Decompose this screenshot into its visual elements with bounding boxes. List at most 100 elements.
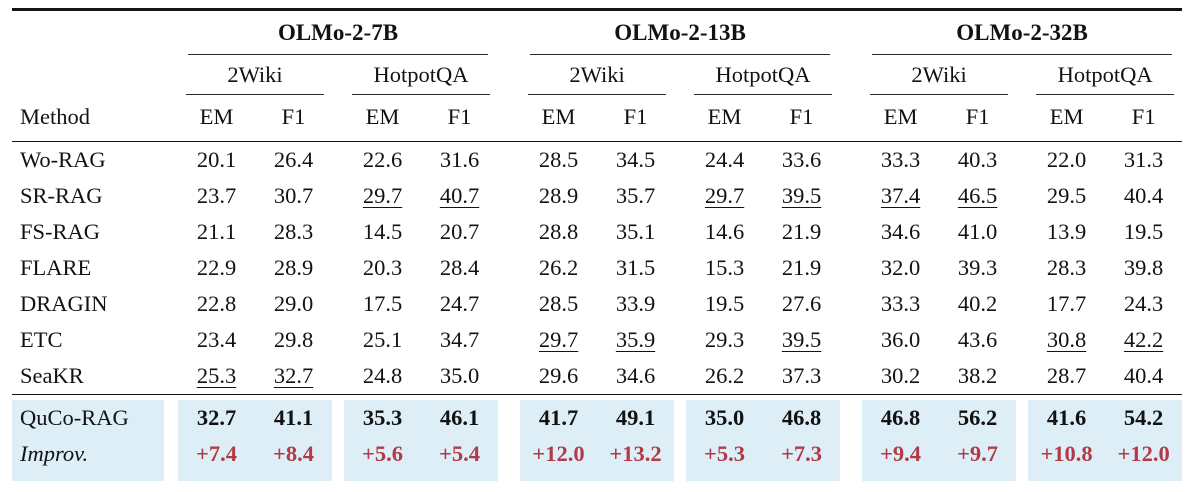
cell-value: 56.2 <box>939 400 1017 436</box>
improvement-row: Improv. +7.4 +8.4 +5.6 +5.4 +12.0 +13.2 +5.3 +7.… <box>12 436 1183 481</box>
cell-value: 36.0 <box>880 327 921 352</box>
spacer <box>674 286 686 322</box>
spacer <box>674 358 687 395</box>
cell-value: +13.2 <box>597 436 675 481</box>
model-header-olmo-2-13b: OLMo-2-13B <box>520 10 840 55</box>
cell-value: 29.3 <box>704 327 745 352</box>
spacer <box>1016 400 1029 436</box>
underlined-value: 30.8 <box>1046 327 1087 352</box>
spacer <box>164 10 178 56</box>
spacer <box>164 55 178 95</box>
cell-value: 28.8 <box>538 219 579 244</box>
cell-value: 14.5 <box>362 219 403 244</box>
metric-header-em: EM <box>862 95 940 142</box>
metric-header-em: EM <box>1028 95 1106 142</box>
dataset-header-hotpotqa: HotpotQA <box>344 55 498 95</box>
cell-value: 20.7 <box>439 219 480 244</box>
spacer <box>1016 358 1029 395</box>
cell-value: 14.6 <box>704 219 745 244</box>
underlined-value: 35.9 <box>615 327 656 352</box>
cell-value: 30.7 <box>273 183 314 208</box>
cell-value: 35.9 <box>597 322 674 358</box>
spacer <box>674 400 687 436</box>
cell-value: 29.7 <box>686 178 763 214</box>
cell-value: 20.1 <box>196 147 237 172</box>
cell-value: 39.3 <box>957 255 998 280</box>
spacer <box>164 250 178 286</box>
metric-header-f1: F1 <box>597 95 675 142</box>
cell-value: 24.3 <box>1123 291 1164 316</box>
cell-value: 34.6 <box>880 219 921 244</box>
spacer <box>164 436 178 481</box>
table-body: Wo-RAG 20.1 26.4 22.6 31.6 28.5 34.5 24.4 33.6 33… <box>12 142 1183 481</box>
cell-value: 38.2 <box>939 358 1017 395</box>
dataset-label: 2Wiki <box>186 62 324 95</box>
cell-value: 13.9 <box>1046 219 1087 244</box>
table-row: FLARE 22.9 28.9 20.3 28.4 26.2 31.5 15.3 21.9 32.… <box>12 250 1182 286</box>
spacer <box>840 95 863 142</box>
spacer <box>164 95 178 142</box>
cell-value: 21.1 <box>196 219 237 244</box>
cell-value: 24.7 <box>439 291 480 316</box>
cell-value: 33.6 <box>781 147 822 172</box>
cell-value: 39.8 <box>1123 255 1164 280</box>
cell-value: 33.3 <box>880 147 921 172</box>
dataset-label: HotpotQA <box>694 62 833 95</box>
cell-value: 22.0 <box>1046 147 1087 172</box>
cell-value: 39.5 <box>763 178 840 214</box>
cell-value: 43.6 <box>957 327 998 352</box>
cell-value: 15.3 <box>704 255 745 280</box>
cell-value: 40.4 <box>1105 358 1183 395</box>
spacer <box>498 10 520 56</box>
dataset-header-2wiki: 2Wiki <box>520 55 674 95</box>
spacer <box>674 322 686 358</box>
spacer <box>840 178 862 214</box>
metric-header-f1: F1 <box>255 95 332 142</box>
cell-value: 26.4 <box>273 147 314 172</box>
table-row: DRAGIN 22.8 29.0 17.5 24.7 28.5 33.9 19.5 27.6 33… <box>12 286 1182 322</box>
cell-value: 41.7 <box>520 400 598 436</box>
cell-value: 19.5 <box>704 291 745 316</box>
cell-value: 35.7 <box>615 183 656 208</box>
cell-value: 26.2 <box>686 358 764 395</box>
cell-value: +10.8 <box>1028 436 1106 481</box>
spacer <box>1016 95 1029 142</box>
cell-value: 24.8 <box>344 358 421 395</box>
spacer <box>164 178 178 214</box>
spacer <box>332 55 344 95</box>
table-row: Wo-RAG 20.1 26.4 22.6 31.6 28.5 34.5 24.4 33.6 33… <box>12 142 1182 179</box>
spacer <box>674 95 687 142</box>
spacer <box>332 400 344 436</box>
spacer <box>1016 178 1028 214</box>
underlined-value: 39.5 <box>781 327 822 352</box>
cell-value: 29.7 <box>344 178 421 214</box>
cell-value: 23.4 <box>196 327 237 352</box>
underlined-value: 46.5 <box>957 183 998 208</box>
cell-value: +7.4 <box>178 436 255 481</box>
spacer <box>674 142 686 179</box>
cell-value: 42.2 <box>1105 322 1182 358</box>
cell-value: 28.3 <box>273 219 314 244</box>
spacer <box>840 400 863 436</box>
cell-value: 19.5 <box>1123 219 1164 244</box>
spacer <box>674 178 686 214</box>
corner-blank <box>12 55 164 95</box>
spacer <box>1016 214 1028 250</box>
spacer <box>164 286 178 322</box>
method-name: Wo-RAG <box>20 147 106 172</box>
cell-value: 28.9 <box>273 255 314 280</box>
spacer <box>498 436 521 481</box>
spacer <box>674 55 686 95</box>
cell-value: 40.4 <box>1123 183 1164 208</box>
cell-value: 29.0 <box>273 291 314 316</box>
cell-value: 28.3 <box>1046 255 1087 280</box>
dataset-label: HotpotQA <box>352 62 491 95</box>
cell-value: 32.0 <box>880 255 921 280</box>
spacer <box>164 358 178 395</box>
spacer <box>1016 142 1028 179</box>
cell-value: 22.9 <box>196 255 237 280</box>
cell-value: 29.6 <box>520 358 598 395</box>
cell-value: 17.7 <box>1046 291 1087 316</box>
cell-value: 29.5 <box>1046 183 1087 208</box>
corner-blank <box>12 10 164 56</box>
